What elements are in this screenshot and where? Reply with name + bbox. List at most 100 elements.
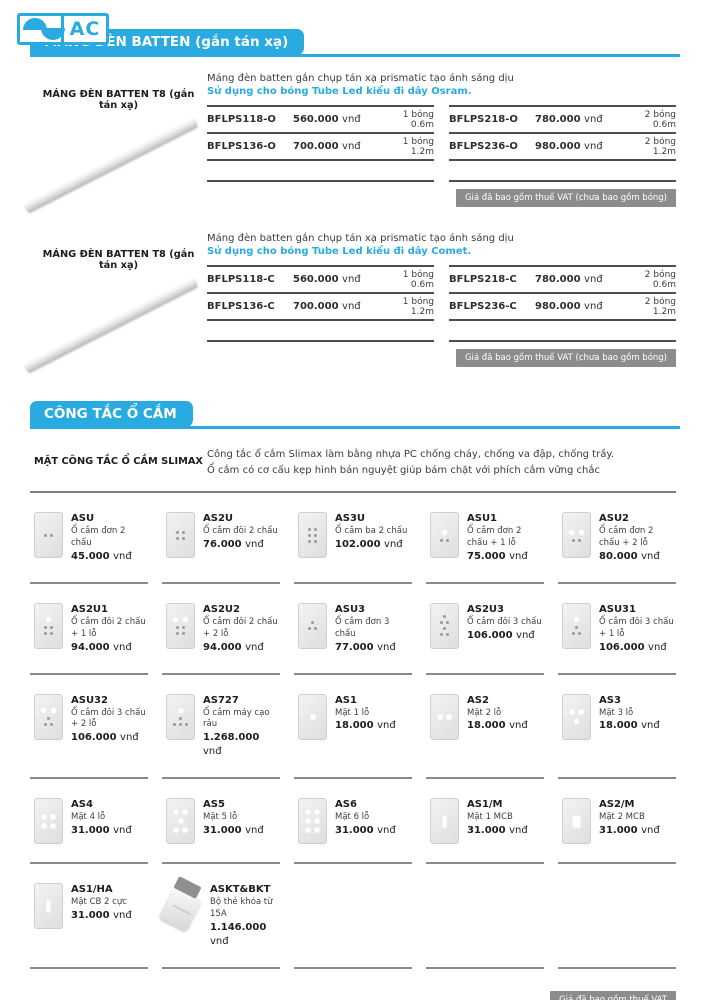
product-price: 31.000 vnđ — [71, 824, 132, 838]
product-cell: ASU1 Ổ cắm đơn 2 chấu + 1 lỗ 75.000 vnđ — [426, 493, 544, 584]
plate-pin-row — [311, 621, 314, 625]
product-price: 18.000 vnđ — [467, 719, 528, 733]
price-number: 780.000 — [535, 274, 581, 285]
product-code: AS1/M — [467, 799, 503, 811]
price-currency: vnđ — [245, 538, 264, 550]
product-price: 94.000 vnđ — [71, 641, 148, 655]
batten-block-left: MÁNG ĐÈN BATTEN T8 (gắn tán xạ) — [24, 73, 207, 213]
price-currency: vnđ — [113, 825, 132, 837]
product-info: AS1/HA Mặt CB 2 cực 31.000 vnđ — [71, 883, 132, 949]
product-price: 80.000 vnđ — [599, 550, 676, 564]
plate-pin-row — [309, 713, 316, 720]
product-desc: Mặt 3 lỗ — [599, 707, 634, 718]
price-table: BFLPS218-O 780.000 vnđ 2 bóng 0.6m BFLPS… — [449, 105, 676, 182]
batten-tube-image-icon — [24, 118, 198, 213]
price-number: 31.000 — [203, 825, 242, 837]
bulb-spec: 2 bóng 1.2m — [644, 296, 676, 317]
product-info: AS6 Mặt 6 lỗ 31.000 vnđ — [335, 798, 396, 844]
plate-4slot-icon — [34, 798, 63, 845]
plate-pin-row — [41, 813, 56, 820]
product-price: 94.000 vnđ — [203, 641, 280, 655]
product-grid: ASU Ổ cắm đơn 2 chấu 45.000 vnđ AS2U Ổ c… — [30, 493, 676, 970]
batten-product-block: MÁNG ĐÈN BATTEN T8 (gắn tán xạ) Máng đèn… — [24, 73, 676, 213]
product-desc: Mặt 2 MCB — [599, 812, 645, 823]
product-price: 31.000 vnđ — [599, 824, 660, 838]
plate-pin-row — [575, 626, 578, 630]
price-number: 560.000 — [293, 274, 339, 285]
price-number: 31.000 — [71, 910, 110, 922]
product-price: 1.146.000 vnđ — [210, 921, 280, 949]
socket-plate-2pin-icon — [34, 512, 63, 558]
price-currency: vnđ — [342, 301, 361, 312]
logo-bowl-shape — [41, 28, 65, 40]
plate-5slot-icon — [166, 798, 195, 845]
price-table: BFLPS118-O 560.000 vnđ 1 bóng 0.6m BFLPS… — [207, 105, 434, 182]
plate-pin-row — [573, 717, 580, 725]
price-currency: vnđ — [113, 550, 132, 562]
price-currency: vnđ — [245, 825, 264, 837]
price-table-row: BFLPS118-O 560.000 vnđ 1 bóng 0.6m — [207, 105, 434, 132]
batten-tube-image-icon — [24, 278, 198, 373]
plate-pin-row — [441, 528, 448, 536]
plate-pin-row — [176, 530, 185, 534]
price-currency: vnđ — [384, 538, 403, 550]
model-code: BFLPS236-C — [449, 301, 517, 312]
price-number: 980.000 — [535, 141, 581, 152]
vat-note-badge: Giá đã bao gồm thuế VAT (chưa bao gồm bó… — [455, 189, 676, 207]
grid-footer: Giá đã bao gồm thuế VAT — [30, 991, 676, 1000]
product-cell: AS4 Mặt 4 lỗ 31.000 vnđ — [30, 779, 148, 865]
product-desc: Ổ cắm ba 2 chấu — [335, 526, 408, 536]
price-currency: vnđ — [584, 141, 603, 152]
product-cell: AS1/HA Mặt CB 2 cực 31.000 vnđ — [30, 864, 148, 970]
socket-plate-2x2pin-icon — [166, 512, 195, 558]
plate-pin-row — [442, 814, 447, 828]
price-currency: vnđ — [641, 720, 660, 732]
plate-pin-row — [440, 621, 449, 625]
plate-pin-row — [440, 633, 449, 637]
vat-row: Giá đã bao gồm thuế VAT (chưa bao gồm bó… — [207, 189, 676, 207]
product-cell: AS3 Mặt 3 lỗ 18.000 vnđ — [558, 675, 676, 780]
product-info: AS4 Mặt 4 lỗ 31.000 vnđ — [71, 798, 132, 844]
model-code: BFLPS218-C — [449, 274, 517, 285]
plate-pin-row — [44, 723, 53, 727]
product-price: 106.000 vnđ — [467, 629, 542, 643]
product-info: AS5 Mặt 5 lỗ 31.000 vnđ — [203, 798, 264, 844]
plate-6slot-icon — [298, 798, 327, 845]
price-number: 1.268.000 — [203, 732, 260, 744]
plate-pin-row — [172, 616, 189, 624]
product-cell: ASU32 Ổ cắm đôi 3 chấu + 2 lỗ 106.000 vn… — [30, 675, 148, 780]
switch-sub-label: MẶT CÔNG TẮC Ổ CẮM SLIMAX — [34, 456, 203, 467]
model-code: BFLPS136-C — [207, 301, 275, 312]
socket-plate-2pin-1hole-icon — [430, 512, 459, 558]
price-table: BFLPS218-C 780.000 vnđ 2 bóng 0.6m BFLPS… — [449, 265, 676, 342]
plate-cb-2pole-icon — [34, 883, 63, 930]
price-tables: BFLPS118-C 560.000 vnđ 1 bóng 0.6m BFLPS… — [207, 265, 676, 342]
product-desc: Mặt CB 2 cực — [71, 897, 127, 908]
product-price: 75.000 vnđ — [467, 550, 544, 564]
price-currency: vnđ — [113, 910, 132, 922]
price-currency: vnđ — [377, 825, 396, 837]
product-cell-empty — [294, 864, 412, 970]
product-cell: AS2U3 Ổ cắm đôi 3 chấu 106.000 vnđ — [426, 584, 544, 675]
product-cell: ASU31 Ổ cắm đôi 3 chấu + 1 lỗ 106.000 vn… — [558, 584, 676, 675]
socket-plate-2x2pin-2hole-icon — [166, 602, 195, 649]
product-desc: Ổ cắm đôi 3 chấu — [467, 616, 542, 627]
plate-pin-row — [41, 822, 56, 829]
product-price: 77.000 vnđ — [335, 641, 412, 655]
product-cell: ASU Ổ cắm đơn 2 chấu 45.000 vnđ — [30, 493, 148, 584]
plate-pin-row — [40, 707, 57, 715]
product-cell: AS2U1 Ổ cắm đôi 2 chấu + 1 lỗ 94.000 vnđ — [30, 584, 148, 675]
price-currency: vnđ — [342, 141, 361, 152]
socket-plate-2pin-2hole-icon — [562, 512, 591, 558]
product-cell: AS1/M Mặt 1 MCB 31.000 vnđ — [426, 779, 544, 865]
switch-section-banner: CÔNG TẮC Ổ CẮM — [30, 401, 680, 429]
price-currency: vnđ — [113, 641, 132, 653]
batten-block-right: Máng đèn batten gắn chụp tán xạ prismati… — [207, 233, 676, 367]
price-number: 106.000 — [467, 629, 513, 641]
product-code: AS1/HA — [71, 884, 113, 896]
product-cell: ASU2 Ổ cắm đơn 2 chấu + 2 lỗ 80.000 vnđ — [558, 493, 676, 584]
product-code: AS3U — [335, 513, 366, 524]
batten-product-label: MÁNG ĐÈN BATTEN T8 (gắn tán xạ) — [42, 89, 195, 111]
plate-pin-row — [176, 632, 185, 636]
price-currency: vnđ — [509, 720, 528, 732]
